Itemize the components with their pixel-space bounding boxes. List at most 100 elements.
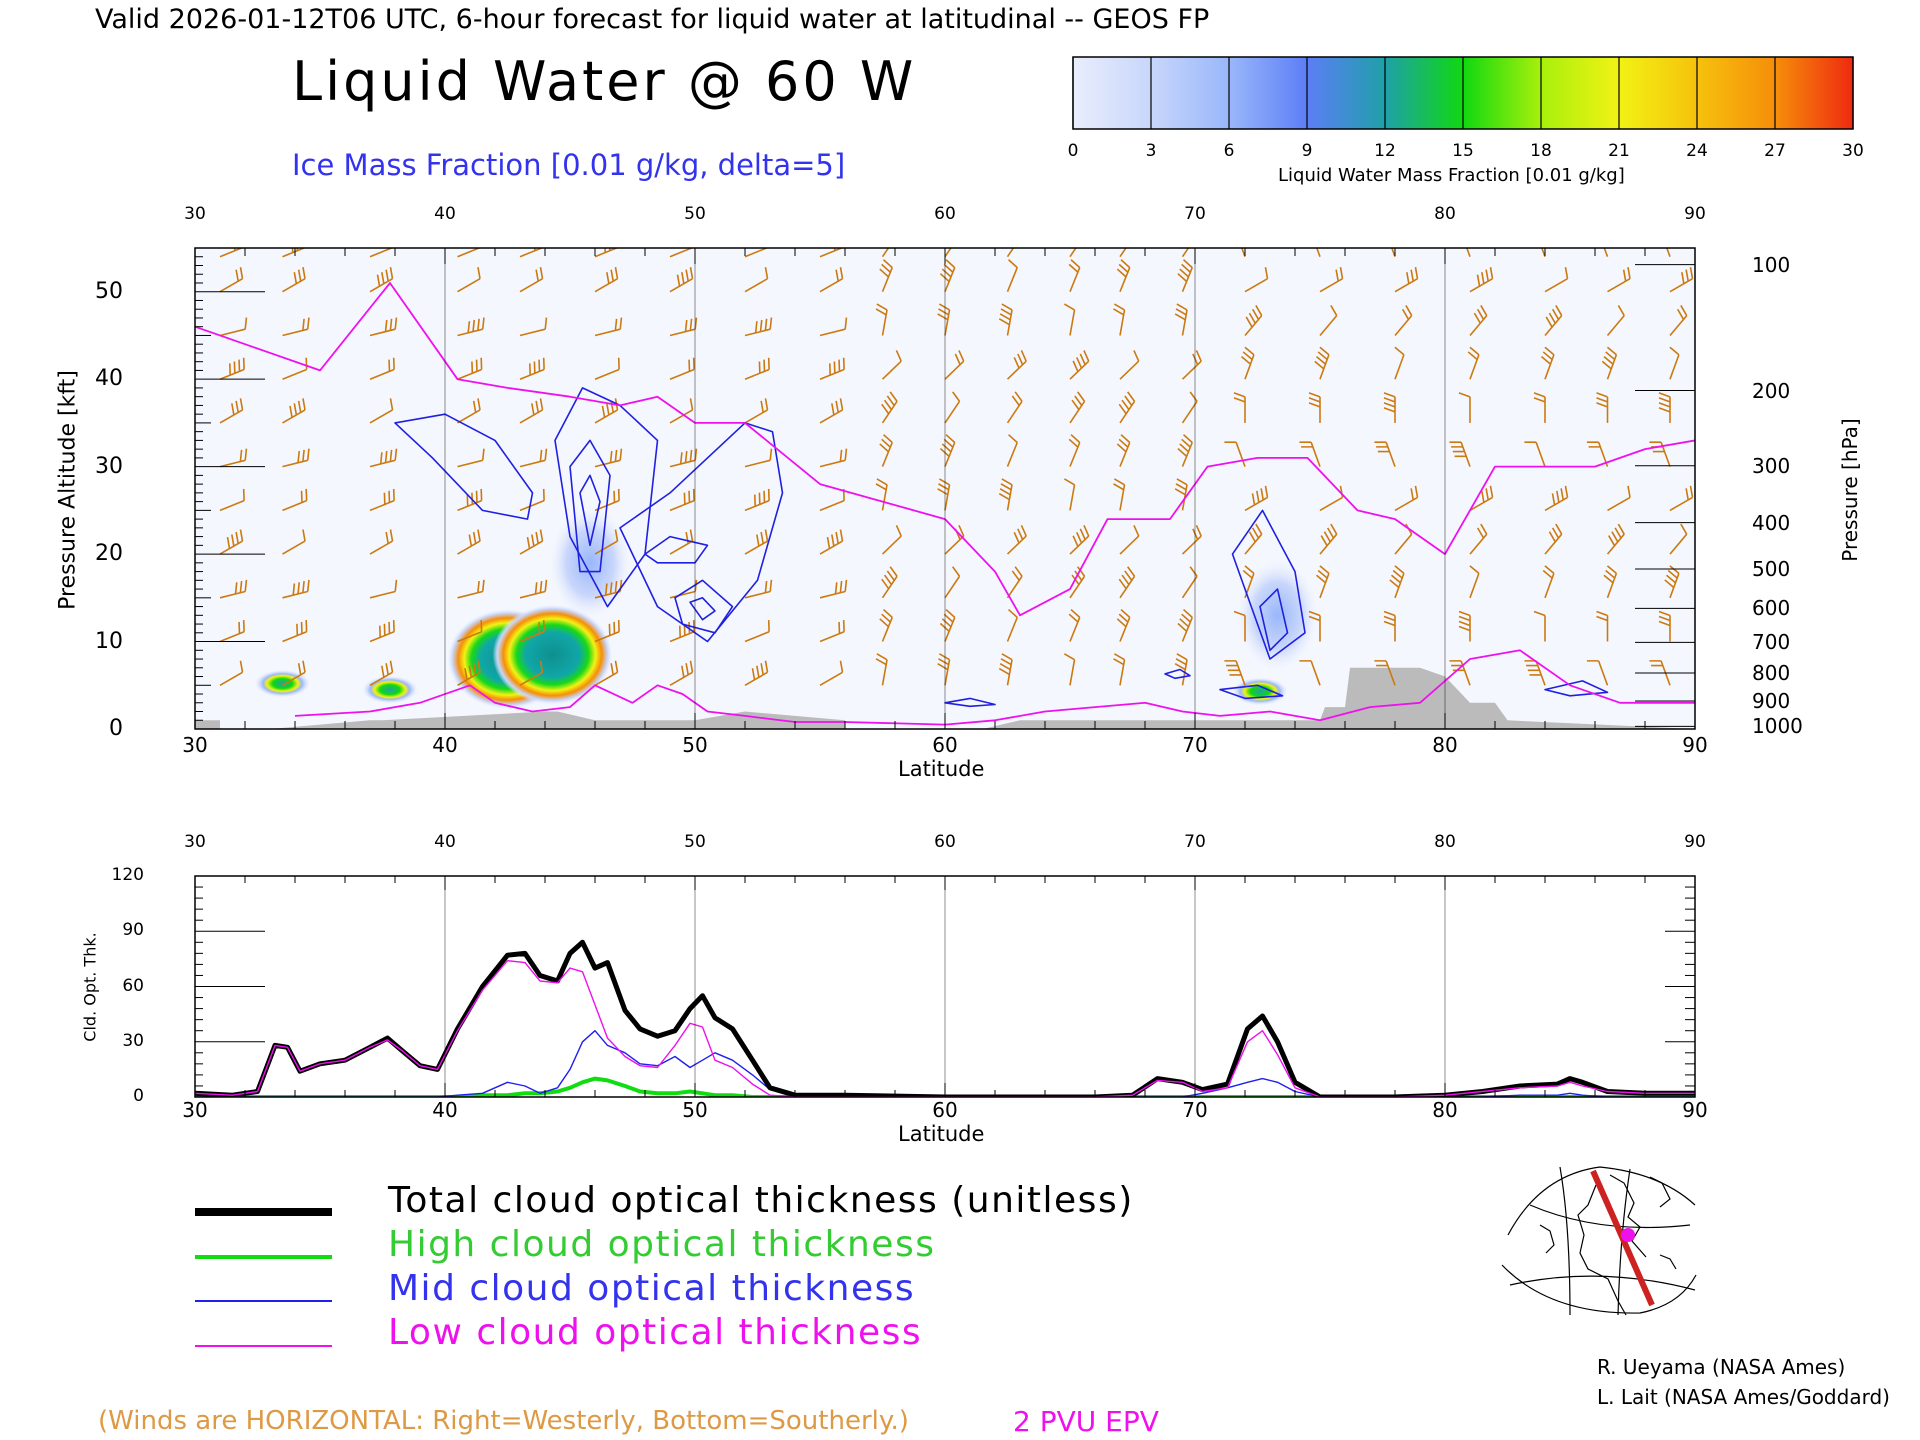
wind-barb <box>282 620 308 643</box>
wind-barb <box>1374 441 1396 467</box>
wind-barb <box>519 620 545 643</box>
wind-barb <box>1177 608 1193 642</box>
credit-ueyama: R. Ueyama (NASA Ames) <box>1597 1355 1846 1379</box>
wind-barb <box>369 620 395 643</box>
wind-barb <box>219 660 244 686</box>
x-tick-label-top: 40 <box>434 204 456 224</box>
y-tick-label: 0 <box>109 716 123 741</box>
colorbar <box>1072 56 1854 130</box>
wind-barb <box>1596 392 1609 423</box>
colorbar-tick-label: 30 <box>1842 141 1864 161</box>
liquid-water-cell <box>550 507 630 618</box>
wind-barb <box>369 267 394 293</box>
wind-barb <box>1224 660 1246 686</box>
wind-barb <box>1449 441 1471 467</box>
x-tick-label-bottom: 80 <box>1432 1098 1458 1122</box>
wind-barb <box>1299 441 1321 467</box>
wind-barb <box>1669 305 1688 337</box>
wind-barb <box>282 317 310 337</box>
wind-barb <box>1177 434 1193 467</box>
wind-barb <box>219 620 245 643</box>
x-tick-label-bottom: 60 <box>932 1098 958 1122</box>
wind-barb <box>669 448 698 468</box>
x-tick-label-bottom-top: 60 <box>934 832 956 852</box>
wind-barb <box>457 529 481 555</box>
wind-barb <box>369 660 394 686</box>
colorbar-tick-label: 27 <box>1764 141 1786 161</box>
x-tick-label: 80 <box>1432 733 1458 757</box>
wind-barb <box>1240 346 1255 380</box>
wind-barb <box>457 448 485 468</box>
colorbar-tick-label: 24 <box>1686 141 1708 161</box>
series-total-line <box>195 939 1695 1097</box>
wind-barb <box>1319 305 1338 337</box>
wind-barb <box>519 357 545 380</box>
wind-barb <box>881 248 898 258</box>
cross-section-axes <box>194 247 1696 730</box>
pressure-tick-label: 600 <box>1752 596 1791 621</box>
pressure-tick-label: 900 <box>1752 689 1791 713</box>
wind-barb <box>744 448 773 468</box>
wind-barb <box>369 579 398 599</box>
ice-contour <box>644 535 709 564</box>
wind-barb <box>875 478 888 511</box>
wind-barb <box>1596 610 1609 642</box>
wind-barb <box>1006 525 1027 555</box>
epv-tropopause-line <box>195 282 1695 617</box>
wind-barb <box>1006 248 1023 258</box>
wind-barb <box>1540 346 1555 380</box>
x-tick-label-top: 60 <box>934 204 956 224</box>
wind-barb <box>1068 259 1081 292</box>
wind-barb <box>1069 391 1086 424</box>
ice-mass-fraction-label: Ice Mass Fraction [0.01 g/kg, delta=5] <box>292 148 846 182</box>
pressure-tick-label: 100 <box>1752 252 1791 277</box>
wind-barb <box>1669 485 1694 512</box>
wind-barb <box>1068 434 1081 467</box>
wind-barb <box>1118 391 1136 424</box>
wind-barb <box>944 566 961 599</box>
x-tick-label-bottom: 70 <box>1182 1098 1208 1122</box>
wind-barb <box>875 303 888 336</box>
wind-barb <box>1394 305 1413 337</box>
wind-barb <box>881 350 902 380</box>
wind-barb <box>519 579 548 599</box>
wind-barb <box>879 259 893 292</box>
epv-label: 2 PVU EPV <box>1013 1405 1159 1438</box>
wind-barb <box>1069 350 1090 380</box>
y-tick-label: 40 <box>95 366 123 392</box>
x-axis-label: Latitude <box>898 757 985 781</box>
wind-barb <box>819 660 844 686</box>
colorbar-tick-label: 9 <box>1301 141 1313 161</box>
wind-barb <box>369 488 395 512</box>
wind-barb <box>457 267 481 293</box>
wind-barb <box>369 357 395 380</box>
ice-contour <box>1219 684 1284 700</box>
x-tick-label: 90 <box>1682 733 1708 757</box>
wind-barb <box>744 267 769 293</box>
wind-barb <box>369 398 394 424</box>
wind-barb <box>1299 660 1321 686</box>
wind-barb <box>1607 267 1631 293</box>
wind-barb <box>1006 350 1027 380</box>
wind-barb <box>282 579 310 599</box>
wind-barb <box>1177 259 1193 292</box>
y-tick-label-bottom: 120 <box>111 865 144 885</box>
wind-barb <box>669 398 694 424</box>
ice-contour <box>579 474 601 547</box>
wind-barb <box>1116 608 1131 642</box>
x-tick-label-bottom-top: 90 <box>1684 832 1706 852</box>
ice-contour <box>569 439 611 573</box>
wind-barb <box>219 357 245 380</box>
wind-barb <box>1601 346 1618 380</box>
wind-barb <box>1460 248 1471 257</box>
wind-barb <box>1544 267 1569 293</box>
x-tick-label-top: 30 <box>184 204 206 224</box>
pressure-axis-label: Pressure [hPa] <box>1838 418 1862 562</box>
ice-contour <box>1259 588 1289 652</box>
ice-contour <box>394 413 534 520</box>
liquid-water-cell <box>362 675 418 704</box>
optical-thickness-axes <box>194 875 1696 1098</box>
x-tick-label-bottom: 90 <box>1682 1098 1708 1122</box>
optical-thickness-lines <box>195 939 1695 1097</box>
